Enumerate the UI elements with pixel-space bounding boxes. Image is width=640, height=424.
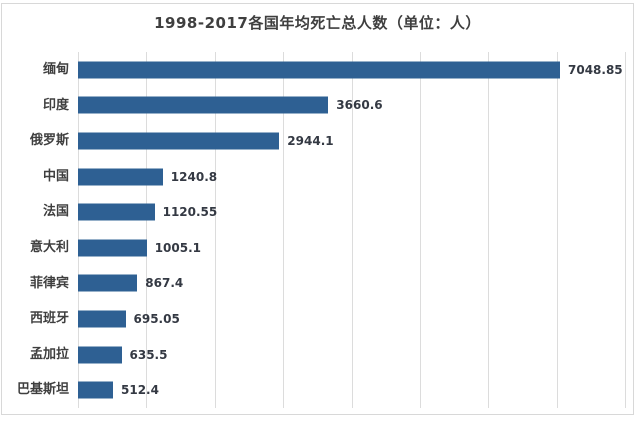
category-label: 俄罗斯	[29, 133, 69, 149]
bar	[78, 310, 126, 328]
category-label: 缅甸	[42, 62, 69, 77]
value-label: 3660.6	[336, 98, 383, 113]
gridline	[215, 52, 216, 408]
bar-row: 3660.6	[78, 88, 625, 124]
gridline	[557, 52, 558, 408]
bar	[78, 239, 147, 257]
bar-row: 635.5	[78, 337, 625, 373]
chart-container: 1998-2017各国年均死亡总人数（单位：人） 缅甸印度俄罗斯中国法国意大利菲…	[1, 3, 634, 415]
bar-row: 512.4	[78, 372, 625, 408]
bar-row: 695.05	[78, 301, 625, 337]
category-label: 意大利	[29, 240, 69, 255]
bar	[78, 132, 280, 150]
bar-row: 1120.55	[78, 194, 625, 230]
bar-row: 1240.8	[78, 159, 625, 195]
bar	[78, 346, 122, 364]
value-label: 7048.85	[568, 62, 623, 77]
gridline	[283, 52, 284, 408]
value-label: 2944.1	[287, 133, 334, 148]
value-label: 512.4	[121, 383, 159, 398]
bar	[78, 61, 560, 79]
category-label: 印度	[42, 97, 69, 113]
category-label: 西班牙	[29, 311, 69, 327]
bar-row: 7048.85	[78, 52, 625, 88]
bar	[78, 203, 155, 221]
gridline	[625, 52, 626, 408]
bar	[78, 381, 113, 399]
gridline	[488, 52, 489, 408]
bar-row: 867.4	[78, 266, 625, 302]
category-axis: 缅甸印度俄罗斯中国法国意大利菲律宾西班牙孟加拉巴基斯坦	[2, 52, 69, 408]
category-label: 孟加拉	[29, 346, 69, 362]
gridline	[78, 52, 79, 408]
plot-area: 7048.85 3660.6 2944.1 1240.8 1120.55 1005.1 86…	[78, 52, 626, 408]
chart-title: 1998-2017各国年均死亡总人数（单位：人）	[154, 14, 481, 32]
value-label: 1240.8	[170, 169, 218, 184]
bar	[78, 96, 329, 114]
category-label: 法国	[42, 204, 69, 220]
value-label: 1120.55	[162, 205, 218, 220]
gridline	[352, 52, 353, 408]
bar-row: 2944.1	[78, 123, 625, 159]
value-label: 867.4	[145, 276, 184, 291]
value-label: 1005.1	[154, 240, 201, 255]
category-label: 菲律宾	[29, 275, 69, 291]
category-label: 巴基斯坦	[16, 382, 69, 398]
bar	[78, 168, 163, 186]
gridline	[146, 52, 147, 408]
value-label: 635.5	[129, 347, 168, 362]
bar	[78, 274, 138, 292]
category-label: 中国	[42, 168, 69, 184]
value-label: 695.05	[133, 311, 180, 326]
bar-row: 1005.1	[78, 230, 625, 266]
gridline	[420, 52, 421, 408]
